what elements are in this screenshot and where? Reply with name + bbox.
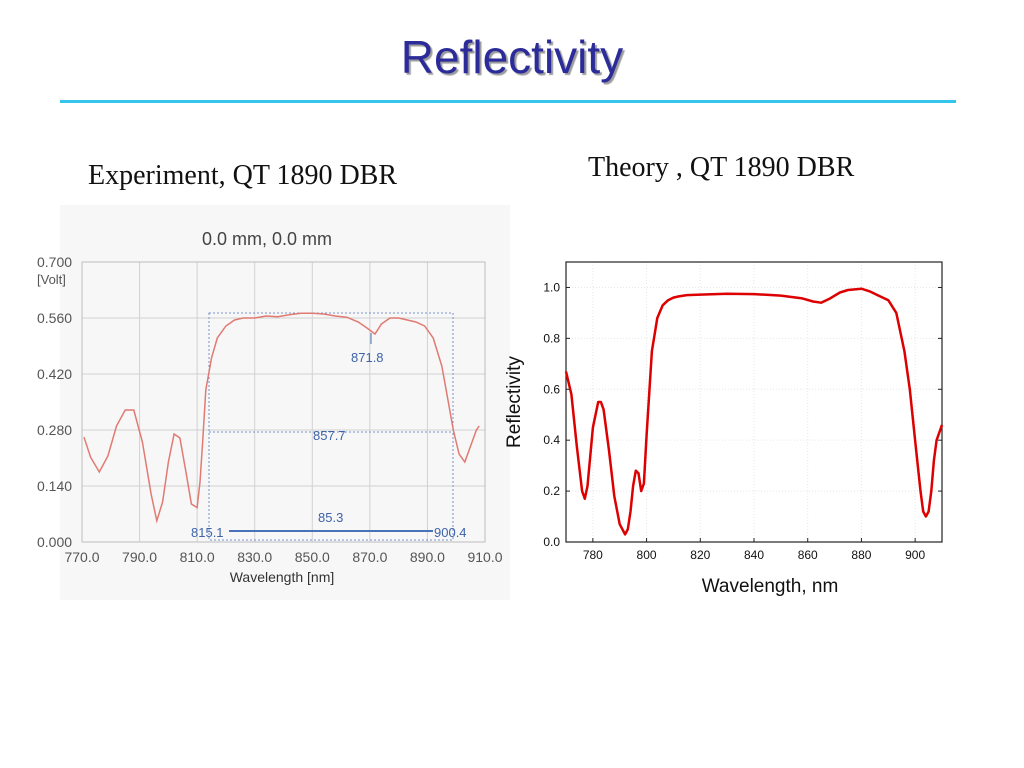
experiment-x-tick-label: 890.0 — [410, 549, 445, 565]
experiment-y-tick-label: 0.420 — [37, 366, 72, 382]
experiment-caption: Experiment, QT 1890 DBR — [88, 160, 398, 191]
experiment-chart-background — [60, 205, 510, 600]
theory-y-tick-label: 0.0 — [543, 535, 560, 549]
experiment-y-ticks: 0.000 0.140 0.280 0.420 0.560 0.700 — [37, 254, 72, 550]
theory-x-tick-label: 860 — [798, 548, 818, 562]
experiment-y-tick-label: 0.560 — [37, 310, 72, 326]
experiment-y-unit-label: [Volt] — [37, 272, 66, 287]
theory-reflectivity-curve — [564, 287, 944, 536]
experiment-chart-title: 0.0 mm, 0.0 mm — [202, 229, 332, 249]
experiment-x-tick-label: 810.0 — [180, 549, 215, 565]
experiment-chart: 0.0 mm, 0.0 mm [Volt] Wavelength [nm] 77… — [37, 205, 510, 600]
experiment-y-tick-label: 0.140 — [37, 478, 72, 494]
theory-x-axis-label: Wavelength, nm — [702, 576, 839, 597]
dip-wavelength-label: 871.8 — [351, 350, 384, 365]
experiment-x-tick-label: 910.0 — [467, 549, 502, 565]
experiment-x-axis-label: Wavelength [nm] — [230, 569, 335, 585]
experiment-x-tick-label: 830.0 — [237, 549, 272, 565]
theory-caption: Theory , QT 1890 DBR — [588, 152, 855, 183]
theory-x-ticks: 780 800 820 840 860 880 900 — [583, 538, 925, 562]
theory-y-tick-label: 0.6 — [543, 382, 560, 396]
theory-chart: 780 800 820 840 860 880 900 0.0 0.2 0.4 0.6 0.8 1.0… — [504, 261, 944, 597]
experiment-plot-frame — [81, 261, 486, 543]
theory-x-tick-label: 840 — [744, 548, 764, 562]
theory-x-tick-label: 780 — [583, 548, 603, 562]
theory-x-tick-label: 820 — [690, 548, 710, 562]
theory-x-tick-label: 800 — [637, 548, 657, 562]
center-wavelength-label: 857.7 — [313, 428, 346, 443]
experiment-y-tick-label: 0.280 — [37, 422, 72, 438]
experiment-x-tick-label: 790.0 — [122, 549, 157, 565]
experiment-reflectivity-curve — [83, 312, 480, 524]
experiment-grid — [82, 262, 485, 542]
band-end-label: 900.4 — [434, 525, 467, 540]
band-start-label: 815.1 — [191, 525, 224, 540]
experiment-x-ticks: 770.0 790.0 810.0 830.0 850.0 870.0 890.0 910.0 — [64, 549, 502, 565]
theory-y-tick-label: 0.8 — [543, 331, 560, 345]
theory-x-tick-label: 880 — [851, 548, 871, 562]
theory-y-ticks: 0.0 0.2 0.4 0.6 0.8 1.0 — [543, 280, 942, 549]
experiment-y-tick-label: 0.000 — [37, 534, 72, 550]
experiment-x-tick-label: 850.0 — [295, 549, 330, 565]
bandwidth-value-label: 85.3 — [318, 510, 343, 525]
theory-grid — [566, 262, 942, 543]
experiment-y-tick-label: 0.700 — [37, 254, 72, 270]
theory-y-tick-label: 1.0 — [543, 280, 560, 294]
slide-title: Reflectivity — [400, 31, 624, 83]
theory-y-tick-label: 0.4 — [543, 433, 560, 447]
experiment-x-tick-label: 870.0 — [352, 549, 387, 565]
theory-y-axis-label: Reflectivity — [504, 356, 525, 448]
experiment-x-tick-label: 770.0 — [64, 549, 99, 565]
theory-x-tick-label: 900 — [905, 548, 925, 562]
title-rule — [60, 100, 956, 103]
theory-y-tick-label: 0.2 — [543, 484, 560, 498]
